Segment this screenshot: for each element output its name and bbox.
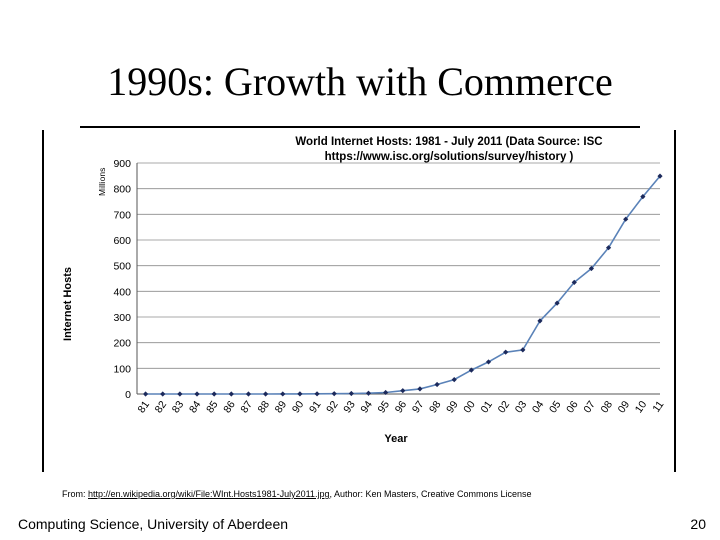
y-tick-label: 700: [113, 209, 131, 221]
x-tick-label: 92: [324, 399, 341, 416]
x-tick-label: 00: [461, 399, 478, 416]
x-tick-label: 05: [547, 399, 564, 416]
x-tick-label: 11: [650, 399, 666, 415]
data-point: [280, 391, 286, 397]
data-point: [400, 388, 406, 394]
data-point: [194, 391, 200, 397]
data-point: [468, 367, 474, 373]
x-tick-label: 02: [496, 399, 513, 416]
source-attribution: From: http://en.wikipedia.org/wiki/File:…: [62, 489, 532, 499]
y-tick-label: 500: [113, 261, 131, 273]
data-point: [434, 381, 440, 388]
x-tick-label: 93: [341, 399, 358, 416]
unit-label: Millions: [97, 168, 107, 196]
x-axis-label: Year: [384, 433, 408, 445]
x-tick-label: 88: [256, 399, 273, 416]
x-tick-label: 86: [221, 399, 238, 416]
data-point: [160, 391, 166, 397]
x-tick-label: 94: [358, 399, 375, 416]
x-tick-label: 82: [153, 399, 170, 416]
x-tick-label: 99: [444, 399, 461, 416]
data-point: [657, 173, 663, 179]
data-point: [605, 245, 612, 251]
x-tick-label: 08: [598, 399, 615, 416]
data-point: [588, 265, 595, 272]
y-tick-label: 200: [113, 338, 131, 350]
chart-panel: 0 100 200 300 400 500 600 700 800 900 81 82 83 84 85 8…: [42, 130, 676, 472]
x-tick-label: 01: [478, 399, 495, 416]
source-link[interactable]: http://en.wikipedia.org/wiki/File:WInt.H…: [88, 489, 330, 499]
x-tick-label: 06: [564, 399, 581, 416]
y-tick-label: 0: [125, 389, 131, 401]
x-tick-label: 84: [187, 399, 204, 416]
x-tick-label: 09: [616, 399, 633, 416]
data-point: [314, 391, 320, 397]
x-tick-label: 95: [376, 399, 393, 416]
x-tick-label: 10: [633, 399, 650, 416]
x-tick-label: 03: [513, 399, 530, 416]
y-tick-label: 300: [113, 312, 131, 324]
data-point: [623, 216, 629, 222]
x-tick-label: 98: [427, 399, 444, 416]
data-point: [503, 349, 509, 355]
x-tick-label: 81: [135, 399, 152, 416]
y-tick-labels: 0 100 200 300 400 500 600 700 800 900: [113, 158, 131, 401]
data-point: [228, 391, 234, 397]
x-tick-label: 85: [204, 399, 221, 416]
series-line: [145, 175, 661, 395]
source-prefix: From:: [62, 489, 88, 499]
page-number: 20: [690, 516, 706, 532]
chart-title-line1: World Internet Hosts: 1981 - July 2011 (…: [295, 136, 602, 148]
data-point: [520, 347, 526, 353]
data-point: [383, 389, 389, 396]
x-tick-labels: 81 82 83 84 85 86 87 88 89 90 91 92 93 94 95 96 97 98 99 00…: [135, 399, 666, 416]
data-markers: [142, 173, 663, 397]
y-tick-label: 100: [113, 363, 131, 375]
y-tick-label: 600: [113, 235, 131, 247]
y-tick-label: 400: [113, 286, 131, 298]
data-point: [297, 391, 303, 397]
y-tick-label: 900: [113, 158, 131, 170]
x-tick-label: 96: [393, 399, 410, 416]
data-point: [211, 391, 217, 397]
data-point: [177, 391, 183, 397]
x-tick-label: 83: [170, 399, 187, 416]
x-tick-label: 89: [273, 399, 290, 416]
data-point: [142, 391, 149, 397]
y-tick-label: 800: [113, 184, 131, 196]
data-point: [417, 386, 423, 392]
slide-title: 1990s: Growth with Commerce: [107, 59, 613, 104]
data-point: [365, 390, 372, 396]
data-point: [263, 391, 269, 397]
x-tick-label: 91: [307, 399, 324, 416]
x-tick-label: 97: [410, 399, 427, 416]
data-point: [331, 391, 337, 397]
x-tick-label: 87: [238, 399, 255, 416]
source-suffix: , Author: Ken Masters, Creative Commons …: [329, 489, 532, 499]
data-point: [348, 390, 354, 397]
x-tick-label: 07: [581, 399, 598, 416]
axes: [136, 163, 660, 395]
title-divider: [80, 126, 640, 128]
footer-institution: Computing Science, University of Aberdee…: [18, 516, 289, 532]
x-tick-label: 04: [530, 399, 547, 416]
y-axis-label: Internet Hosts: [62, 267, 74, 341]
grid-lines: [137, 162, 660, 395]
data-point: [245, 391, 252, 397]
data-point: [640, 194, 646, 200]
chart-title-line2: https://www.isc.org/solutions/survey/his…: [325, 151, 574, 163]
x-tick-label: 90: [290, 399, 307, 416]
